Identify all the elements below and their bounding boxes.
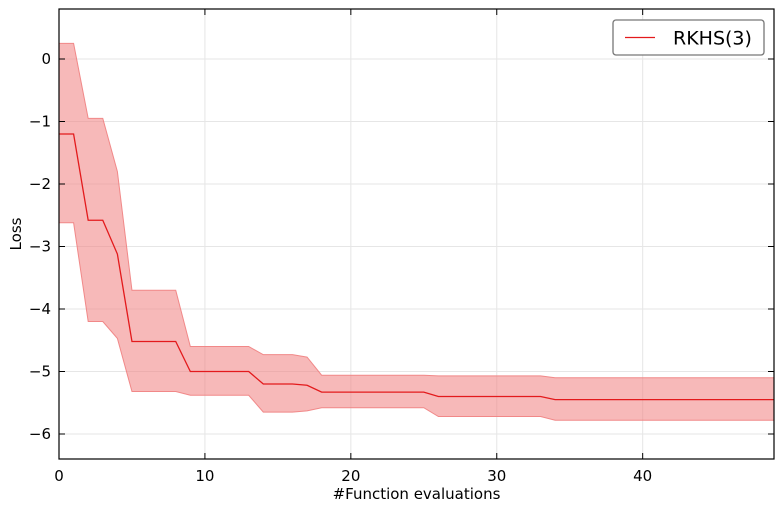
x-tick-label: 10 xyxy=(195,467,214,485)
y-tick-label: −5 xyxy=(29,363,51,381)
y-tick-label: −4 xyxy=(29,300,51,318)
confidence-bands xyxy=(58,42,775,421)
y-axis-label: Loss xyxy=(7,217,25,250)
y-tick-label: −2 xyxy=(29,175,51,193)
mean-lines xyxy=(59,133,774,401)
y-tick-label: −1 xyxy=(29,113,51,131)
y-tick-label: −6 xyxy=(29,425,51,443)
y-tick-label: −3 xyxy=(29,238,51,256)
x-tick-label: 20 xyxy=(341,467,360,485)
x-tick-label: 40 xyxy=(633,467,652,485)
y-tick-label: 0 xyxy=(41,50,51,68)
legend: RKHS(3) xyxy=(612,19,765,56)
x-tick-label: 0 xyxy=(54,467,64,485)
axis-ticks: 0 10 20 30 40 0 −1 −2 −3 −4 −5 −6 xyxy=(29,9,774,485)
plot-frame xyxy=(58,8,775,460)
legend-box xyxy=(612,19,765,56)
confidence-band xyxy=(58,42,775,421)
series-line xyxy=(59,133,774,401)
x-axis-label: #Function evaluations xyxy=(333,485,501,503)
legend-label: RKHS(3) xyxy=(673,28,752,50)
x-tick-label: 30 xyxy=(487,467,506,485)
